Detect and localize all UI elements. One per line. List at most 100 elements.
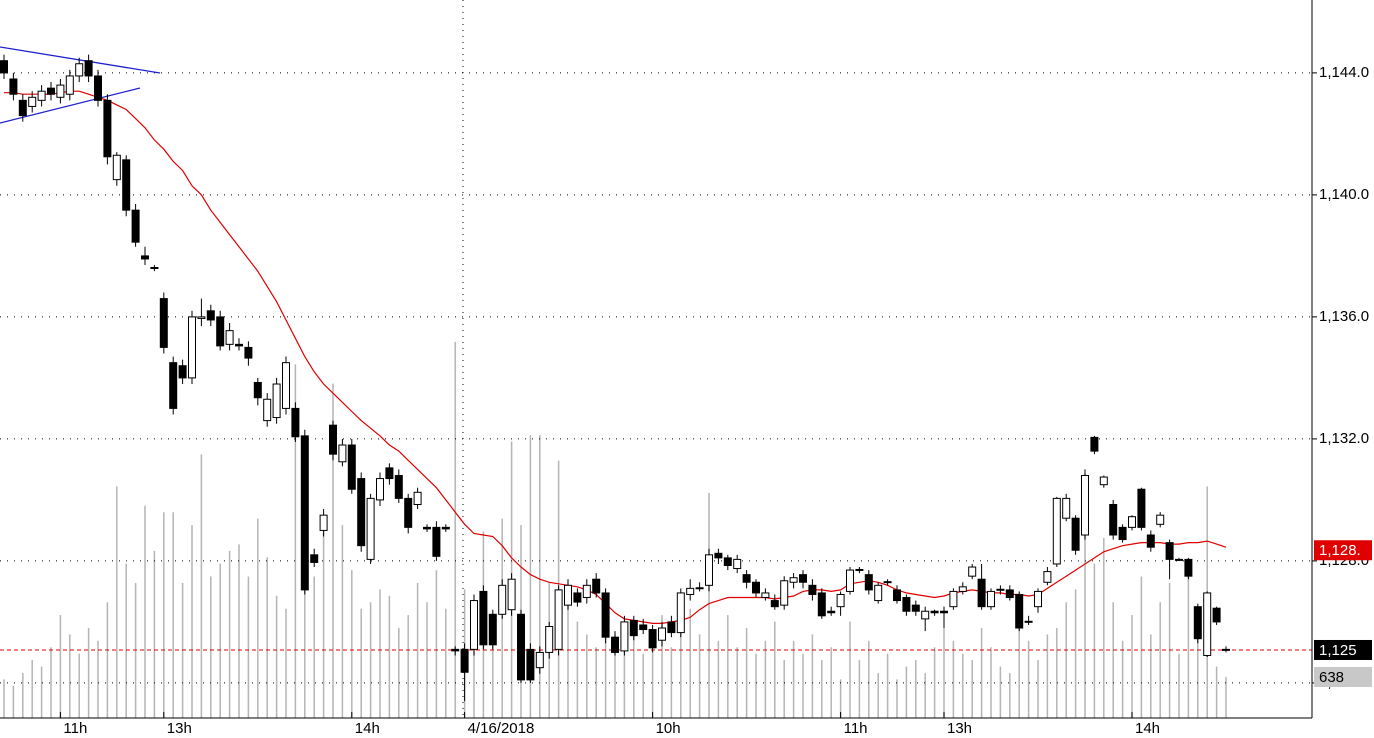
candle-body — [611, 636, 619, 653]
candle-body — [874, 584, 883, 602]
axis-layer: 1,124.01,128.01,132.01,136.01,140.01,144… — [59, 64, 1372, 737]
candle-body — [141, 255, 149, 260]
candle-body — [723, 557, 732, 566]
candle-body — [451, 648, 460, 652]
candle-body — [742, 574, 751, 583]
candle-body — [883, 581, 892, 584]
candle-body — [1024, 620, 1033, 623]
candle-body — [347, 444, 356, 490]
candle-body — [404, 497, 413, 528]
trendline — [0, 87, 141, 124]
candle-body — [131, 209, 140, 243]
candle-body — [573, 592, 582, 603]
candle-body — [526, 648, 535, 681]
volume-tag-box — [1314, 666, 1372, 687]
x-tick-label: 11h — [844, 720, 868, 737]
candle-body — [441, 526, 450, 530]
volume-layer — [3, 341, 1227, 718]
candle-body — [37, 90, 46, 101]
candle-body — [535, 651, 544, 669]
candle-body — [1052, 497, 1061, 565]
ma-tag-label: 1,128. — [1319, 542, 1361, 559]
candle-body — [310, 554, 319, 563]
y-tick-label: 1,140.0 — [1319, 186, 1369, 203]
candle-body — [1015, 593, 1024, 629]
candle-body — [84, 60, 93, 77]
candle-body — [357, 478, 366, 547]
candle-body — [695, 587, 704, 590]
candle-body — [733, 558, 742, 570]
candle-body — [808, 584, 817, 595]
candle-body — [930, 610, 939, 614]
x-tick-label: 13h — [947, 720, 972, 737]
candle-body — [1203, 592, 1212, 656]
ma-tag-box — [1314, 540, 1372, 561]
candle-body — [1175, 558, 1183, 561]
candle-body — [178, 365, 187, 379]
candle-body — [987, 590, 995, 608]
volume-tag-label: 638 — [1319, 669, 1344, 686]
candle-body — [206, 310, 215, 321]
candle-body — [958, 586, 967, 592]
y-tick-label: 1,136.0 — [1319, 308, 1369, 325]
candle-body — [188, 316, 196, 379]
candle-body — [366, 497, 375, 560]
x-tick-label: 14h — [355, 720, 380, 737]
candle-body — [864, 574, 873, 591]
candle-body — [517, 613, 525, 681]
candle-body — [18, 99, 27, 117]
candle-body — [1137, 488, 1146, 528]
candle-body — [770, 600, 779, 608]
y-tick-label: 1,132.0 — [1319, 430, 1369, 447]
candle-body — [394, 475, 403, 499]
candle-body — [582, 584, 591, 599]
candle-body — [291, 407, 300, 438]
candle-body — [789, 577, 798, 583]
candle-body — [1146, 534, 1155, 548]
candle-body — [780, 580, 789, 606]
candle-body — [319, 514, 328, 531]
candle-body — [488, 613, 497, 646]
candle-body — [235, 343, 243, 347]
candle-body — [921, 610, 930, 620]
candle-body — [1193, 606, 1202, 640]
candle-body — [1071, 517, 1080, 551]
candle-body — [940, 610, 948, 614]
candle-body — [122, 159, 131, 211]
x-tick-label: 13h — [167, 720, 192, 737]
candle-body — [498, 584, 507, 615]
x-tick-label: 11h — [63, 720, 87, 737]
candle-body — [968, 566, 977, 577]
candle-body — [1222, 648, 1230, 651]
candle-body — [460, 648, 469, 673]
candle-body — [103, 99, 112, 158]
candle-body — [1156, 514, 1165, 525]
candle-body — [893, 589, 901, 602]
candle-body — [423, 526, 431, 530]
candle-body — [244, 346, 253, 359]
candle-body — [197, 316, 206, 319]
candle-body — [1099, 476, 1108, 486]
candle-body — [658, 627, 666, 641]
candle-body — [1034, 590, 1042, 608]
x-tick-label: 4/16/2018 — [468, 720, 535, 737]
candle-body — [300, 435, 309, 591]
candle-body — [902, 597, 911, 612]
candle-body — [470, 600, 478, 650]
candle-body — [150, 266, 159, 269]
candle-body — [629, 619, 638, 637]
candle-body — [376, 478, 384, 501]
candle-body — [817, 592, 826, 617]
candle-body — [94, 75, 102, 101]
candle-body — [564, 584, 572, 606]
candle-body — [836, 593, 845, 608]
candle-body — [601, 592, 610, 638]
candle-body — [56, 84, 65, 98]
candle-body — [479, 590, 488, 646]
candle-body — [846, 569, 854, 592]
candle-body — [639, 624, 648, 631]
candle-body — [676, 592, 685, 634]
candle-body — [827, 610, 836, 614]
